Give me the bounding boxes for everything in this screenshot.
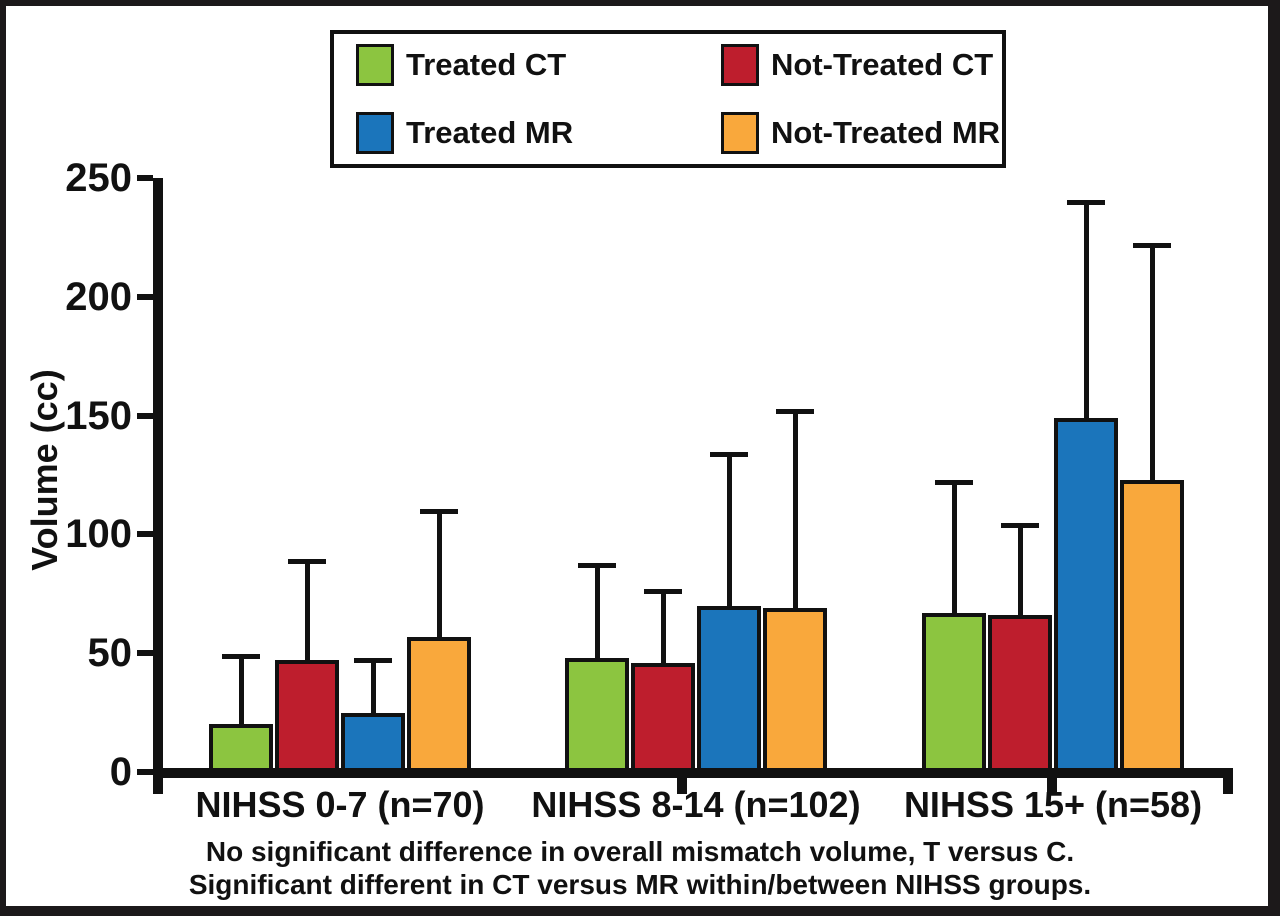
x-axis-tick [1223, 768, 1233, 794]
error-bar-line [436, 510, 442, 637]
not-treated-ct-swatch-icon [721, 44, 759, 86]
x-axis-tick [1047, 768, 1057, 794]
error-bar-cap [354, 658, 392, 664]
y-axis-tick-label: 150 [65, 393, 132, 438]
error-bar-line [1083, 201, 1089, 418]
y-axis-tick [137, 650, 153, 657]
legend-label: Treated MR [406, 115, 574, 150]
error-bar-cap [420, 508, 458, 514]
y-axis-tick-label: 50 [87, 631, 133, 676]
bar-treated-mr-group1 [341, 712, 405, 776]
caption-line-2: Significant different in CT versus MR wi… [188, 869, 1092, 900]
bar-not-treated-mr-group1 [407, 636, 471, 776]
frame-bottom-border [0, 906, 1280, 916]
error-bar-line [951, 482, 957, 613]
frame-right-border [1268, 0, 1280, 916]
legend-item-treated-mr: Treated MR [356, 112, 721, 154]
bar-treated-ct-group3 [922, 612, 986, 776]
bar-not-treated-ct-group3 [988, 615, 1052, 776]
error-bar-line [1149, 244, 1155, 480]
error-bar-cap [578, 563, 616, 569]
legend-label: Not-Treated CT [771, 47, 994, 82]
legend-label: Not-Treated MR [771, 115, 1001, 150]
not-treated-mr-swatch-icon [721, 112, 759, 154]
bar-treated-mr-group3 [1054, 417, 1118, 776]
treated-ct-swatch-icon [356, 44, 394, 86]
bar-not-treated-mr-group3 [1120, 479, 1184, 776]
error-bar-line [792, 410, 798, 609]
y-axis-tick [137, 412, 153, 419]
error-bar-cap [288, 558, 326, 564]
frame-top-border [0, 0, 1280, 6]
x-category-label: NIHSS 15+ (n=58) [903, 784, 1203, 825]
bar-not-treated-ct-group1 [275, 660, 339, 776]
x-category-label: NIHSS 0-7 (n=70) [195, 784, 485, 825]
error-bar-line [1017, 524, 1023, 616]
caption-line-1: No significant difference in overall mis… [205, 836, 1075, 867]
error-bar-line [370, 660, 376, 713]
error-bar-cap [776, 408, 814, 414]
x-axis-line [153, 768, 1233, 778]
error-bar-cap [644, 589, 682, 595]
error-bar-line [304, 560, 310, 661]
error-bar-cap [1067, 199, 1105, 205]
error-bar-cap [710, 451, 748, 457]
y-axis-tick [137, 769, 153, 775]
error-bar-line [660, 591, 666, 663]
error-bar-line [726, 453, 732, 606]
legend-item-not-treated-ct: Not-Treated CT [721, 44, 1002, 86]
y-axis-tick-label: 200 [65, 274, 132, 319]
y-axis-tick [137, 293, 153, 300]
x-axis-tick [153, 768, 163, 794]
legend-item-not-treated-mr: Not-Treated MR [721, 112, 1002, 154]
error-bar-cap [935, 480, 973, 486]
y-axis-tick-label: 100 [65, 512, 132, 557]
legend-item-treated-ct: Treated CT [356, 44, 721, 86]
y-axis-tick [137, 531, 153, 538]
error-bar-cap [1133, 242, 1171, 248]
legend: Treated CT Not-Treated CT Treated MR Not… [330, 30, 1006, 168]
y-axis-tick-label: 250 [65, 156, 132, 200]
x-axis-tick [677, 768, 687, 794]
y-axis-tick [137, 175, 153, 181]
y-axis-tick-label: 0 [109, 750, 132, 794]
x-category-label: NIHSS 8-14 (n=102) [531, 784, 861, 825]
error-bar-line [238, 655, 244, 725]
bar-not-treated-mr-group2 [763, 608, 827, 776]
error-bar-line [594, 565, 600, 658]
y-axis-line [153, 178, 163, 794]
treated-mr-swatch-icon [356, 112, 394, 154]
frame-left-border [0, 0, 6, 916]
legend-label: Treated CT [406, 47, 567, 82]
y-axis-title: Volume (cc) [24, 369, 65, 571]
bar-treated-ct-group2 [565, 657, 629, 776]
bar-treated-mr-group2 [697, 605, 761, 776]
error-bar-cap [222, 653, 260, 659]
error-bar-cap [1001, 522, 1039, 528]
bar-not-treated-ct-group2 [631, 662, 695, 776]
